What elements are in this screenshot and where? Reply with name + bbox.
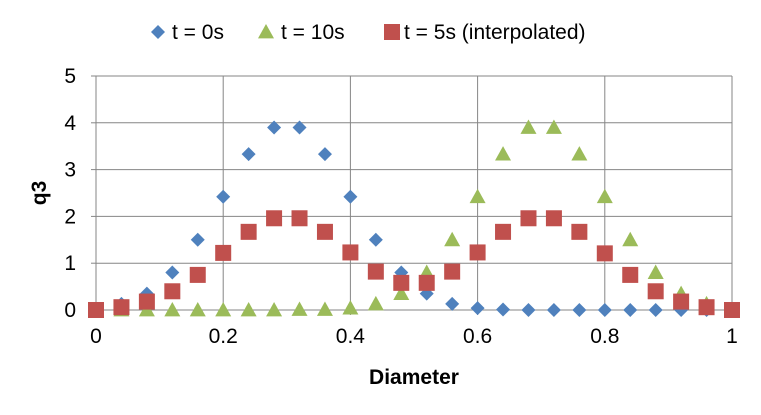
data-point bbox=[241, 147, 256, 162]
data-point bbox=[267, 120, 282, 135]
data-point bbox=[469, 244, 486, 261]
data-point bbox=[368, 232, 383, 247]
series-1 bbox=[88, 119, 740, 317]
legend-item: t = 0s bbox=[151, 21, 224, 44]
legend-label: t = 0s bbox=[172, 21, 224, 44]
legend: t = 0s t = 10s t = 5s (interpolated) bbox=[151, 21, 586, 44]
y-tick-label: 5 bbox=[64, 65, 76, 88]
y-axis-title: q3 bbox=[28, 181, 51, 206]
data-point bbox=[596, 245, 613, 262]
legend-item: t = 10s bbox=[258, 21, 345, 44]
data-point bbox=[470, 301, 485, 316]
data-point bbox=[571, 223, 588, 240]
data-point bbox=[317, 147, 332, 162]
data-point bbox=[418, 274, 435, 291]
data-point bbox=[291, 210, 308, 227]
data-point bbox=[215, 302, 232, 317]
data-point bbox=[266, 210, 283, 227]
series-2 bbox=[88, 210, 740, 318]
data-point bbox=[444, 263, 461, 280]
data-point bbox=[189, 302, 206, 317]
x-tick-label: 0 bbox=[90, 325, 102, 348]
data-point bbox=[113, 299, 130, 316]
data-point bbox=[367, 263, 384, 280]
data-point bbox=[240, 302, 257, 317]
data-point bbox=[240, 223, 257, 240]
data-point bbox=[189, 266, 206, 283]
data-point bbox=[291, 301, 308, 316]
series-0 bbox=[89, 120, 739, 317]
legend-item: t = 5s (interpolated) bbox=[384, 21, 586, 44]
data-point bbox=[520, 210, 537, 227]
data-point bbox=[572, 303, 587, 317]
data-point bbox=[469, 188, 486, 204]
legend-label: t = 10s bbox=[281, 21, 345, 44]
data-point bbox=[673, 293, 690, 310]
data-point bbox=[367, 295, 384, 311]
data-point bbox=[571, 146, 588, 161]
legend-marker bbox=[384, 24, 400, 40]
data-point bbox=[597, 303, 612, 317]
data-point bbox=[647, 264, 664, 279]
data-point bbox=[138, 293, 155, 310]
data-point bbox=[648, 303, 663, 317]
data-point bbox=[445, 296, 460, 311]
data-point bbox=[545, 119, 562, 134]
y-tick-label: 3 bbox=[64, 159, 76, 182]
data-marks bbox=[88, 119, 740, 318]
data-point bbox=[343, 189, 358, 204]
y-tick-label: 2 bbox=[64, 205, 76, 228]
data-point bbox=[266, 302, 283, 317]
data-point bbox=[495, 146, 512, 161]
data-point bbox=[393, 285, 410, 301]
data-point bbox=[622, 231, 639, 247]
x-tick-label: 0.2 bbox=[209, 325, 238, 348]
data-point bbox=[545, 210, 562, 227]
data-point bbox=[520, 119, 537, 134]
legend-marker bbox=[258, 24, 274, 39]
data-point bbox=[444, 231, 461, 247]
legend-marker bbox=[151, 25, 165, 39]
data-point bbox=[190, 232, 205, 247]
x-tick-label: 0.6 bbox=[463, 325, 492, 348]
data-point bbox=[216, 189, 231, 204]
data-point bbox=[724, 302, 740, 318]
data-point bbox=[215, 244, 232, 261]
data-point bbox=[623, 303, 638, 317]
data-point bbox=[647, 283, 664, 300]
data-point bbox=[496, 302, 511, 317]
y-tick-label: 1 bbox=[64, 252, 76, 275]
data-point bbox=[495, 223, 512, 240]
data-point bbox=[342, 300, 359, 315]
data-point bbox=[596, 188, 613, 204]
y-tick-label: 4 bbox=[64, 112, 76, 135]
data-point bbox=[521, 303, 536, 317]
x-axis-title: Diameter bbox=[369, 366, 459, 389]
data-point bbox=[316, 301, 333, 316]
data-point bbox=[622, 266, 639, 283]
y-tick-label: 0 bbox=[64, 299, 76, 322]
data-point bbox=[698, 299, 715, 316]
x-tick-label: 0.8 bbox=[590, 325, 619, 348]
data-point bbox=[164, 302, 181, 317]
data-point bbox=[316, 223, 333, 240]
data-point bbox=[546, 303, 561, 317]
data-point bbox=[393, 274, 410, 291]
data-point bbox=[164, 283, 181, 300]
x-tick-label: 1 bbox=[726, 325, 738, 348]
data-point bbox=[292, 120, 307, 135]
tick-labels: 0 1 2 3 4 5 0 0.2 0.4 0.6 0.8 1 bbox=[64, 65, 738, 348]
data-point bbox=[165, 265, 180, 280]
legend-label: t = 5s (interpolated) bbox=[404, 21, 586, 44]
data-point bbox=[342, 244, 359, 261]
data-point bbox=[88, 302, 104, 318]
x-tick-label: 0.4 bbox=[336, 325, 366, 348]
